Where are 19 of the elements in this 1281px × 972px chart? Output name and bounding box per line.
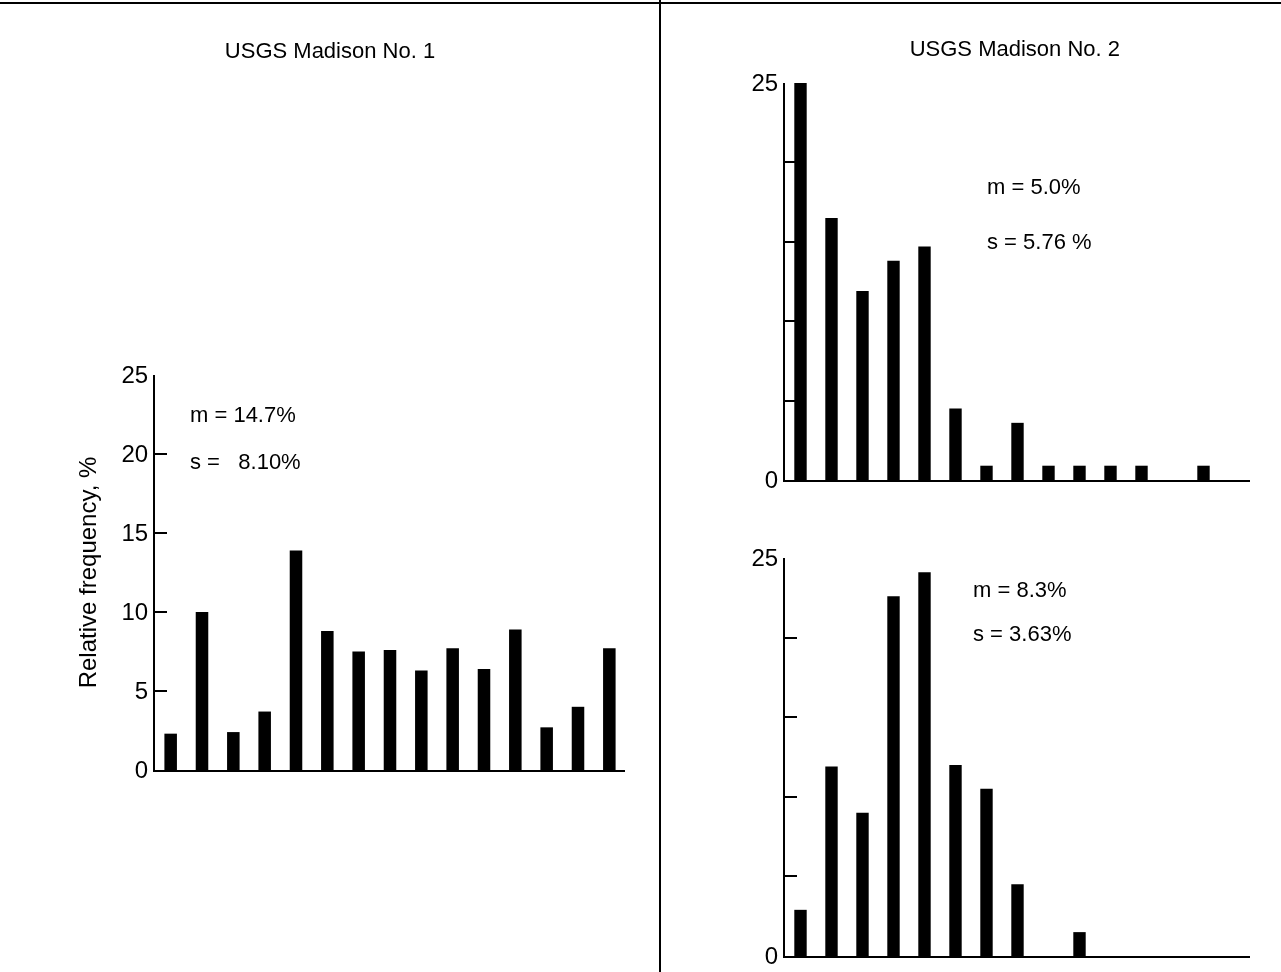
y-tick-label: 25 [121, 361, 149, 389]
chart-title: USGS Madison No. 1 [224, 37, 436, 63]
y-tick-label: 0 [764, 466, 779, 494]
y-axis-title: Relative frequency, % [74, 456, 102, 689]
y-tick-label: 25 [751, 544, 779, 572]
annotation: s = 3.63% [973, 621, 1072, 646]
annotation: m = 5.0% [987, 174, 1081, 199]
y-tick-label: 5 [134, 677, 149, 705]
annotation: m = 8.3% [973, 577, 1067, 602]
y-tick-label: 25 [751, 69, 779, 97]
y-tick-label: 20 [121, 440, 149, 468]
annotation: s = 5.76 % [987, 229, 1092, 254]
annotation: s = 8.10% [190, 449, 301, 474]
y-tick-label: 15 [121, 519, 149, 547]
y-tick-label: 0 [764, 942, 779, 970]
annotation: m = 14.7% [190, 402, 296, 427]
y-tick-label: 0 [134, 756, 149, 784]
chart-title: USGS Madison No. 2 [909, 35, 1120, 61]
y-tick-label: 10 [121, 598, 149, 626]
